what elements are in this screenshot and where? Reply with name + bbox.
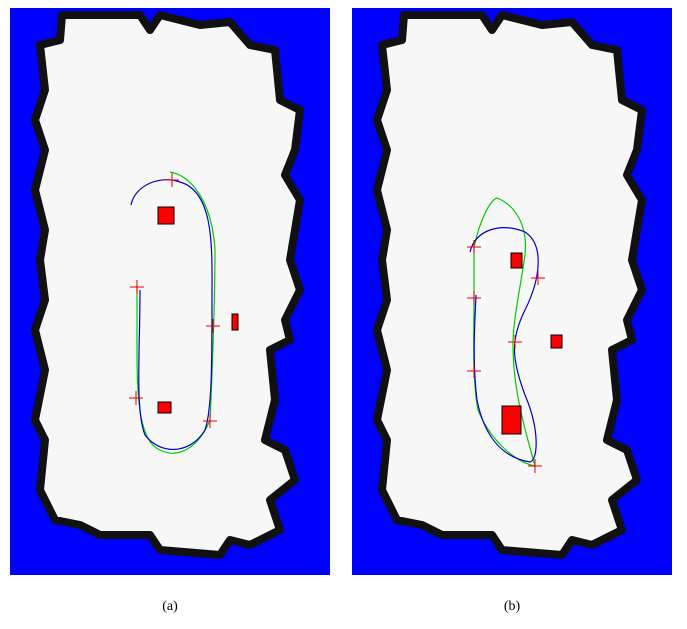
caption: (a) [162,599,178,614]
figure: (a) (b) [0,0,687,629]
caption: (b) [504,599,521,614]
occupancy-map [377,15,642,555]
panel-a: (a) [10,8,330,614]
occupancy-map [35,15,300,555]
panel-b: (b) [352,8,672,614]
page: (a) (b) (() => { const data = JSON.parse… [0,0,687,629]
